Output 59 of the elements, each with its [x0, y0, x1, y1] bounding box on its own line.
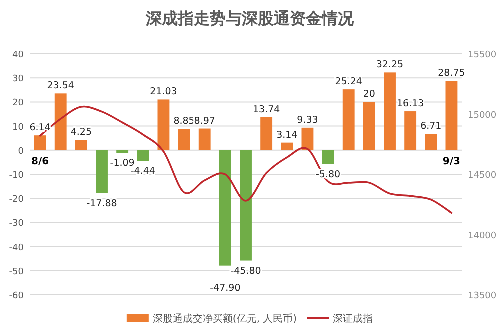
data-label: 25.24: [335, 76, 362, 88]
bar: [446, 81, 458, 150]
data-label: -47.90: [210, 282, 241, 294]
data-label: 8.97: [194, 116, 216, 127]
data-label: 9.33: [297, 114, 318, 126]
y2-tick-label: 14000: [468, 231, 497, 242]
bar: [75, 140, 88, 150]
bar: [54, 94, 67, 150]
x-tick-label: 8/6: [31, 156, 50, 168]
y2-tick-label: 15500: [468, 50, 497, 60]
y2-tick-label: 13500: [468, 292, 497, 302]
data-label: 13.74: [252, 104, 280, 116]
data-label: 28.75: [438, 68, 466, 80]
y-tick-label: 30: [12, 74, 24, 85]
bar: [116, 150, 129, 154]
y-tick-label: 10: [12, 122, 24, 133]
data-label: 6.71: [420, 121, 442, 132]
data-label: 3.14: [276, 130, 298, 141]
data-label: 21.03: [150, 86, 178, 98]
chart-title: 深成指走势与深股通资金情况: [145, 9, 355, 28]
bar: [342, 90, 355, 150]
bar: [178, 129, 190, 150]
bar: [363, 102, 376, 150]
bar: [219, 150, 232, 266]
bar: [260, 117, 273, 150]
data-label: 32.25: [376, 60, 404, 71]
bar: [34, 136, 46, 150]
bar: [96, 150, 108, 194]
bar: [198, 128, 211, 150]
y-tick-label: 20: [12, 98, 24, 109]
data-label: 23.54: [47, 80, 74, 92]
bar: [240, 150, 252, 261]
data-label: 4.25: [70, 127, 92, 138]
bar: [404, 112, 417, 150]
data-label: 20: [363, 89, 376, 100]
bar: [281, 142, 294, 150]
data-label: 8.85: [174, 116, 195, 128]
bar: [158, 100, 170, 150]
legend-label: 深证成指: [333, 313, 374, 325]
bar: [322, 150, 334, 164]
y-tick-label: -50: [9, 267, 24, 278]
y-tick-label: -20: [9, 195, 24, 206]
y-tick-label: -30: [9, 219, 24, 230]
bar: [137, 150, 150, 162]
data-label: 16.13: [396, 98, 424, 110]
y-tick-label: -10: [9, 171, 24, 181]
y-tick-label: 40: [12, 50, 24, 60]
y2-tick-label: 15000: [468, 110, 497, 121]
y-tick-label: -60: [9, 292, 24, 302]
bar: [425, 134, 438, 150]
y-tick-label: -40: [9, 243, 24, 254]
bar: [384, 72, 396, 150]
x-tick-label: 9/3: [442, 156, 461, 168]
data-label: -17.88: [86, 198, 118, 210]
y-tick-label: 0: [18, 146, 24, 157]
bar: [302, 128, 314, 150]
y2-tick-label: 14500: [468, 171, 497, 181]
legend-label: 深股通成交净买额(亿元, 人民币): [152, 313, 298, 325]
data-label: -45.80: [230, 266, 262, 277]
